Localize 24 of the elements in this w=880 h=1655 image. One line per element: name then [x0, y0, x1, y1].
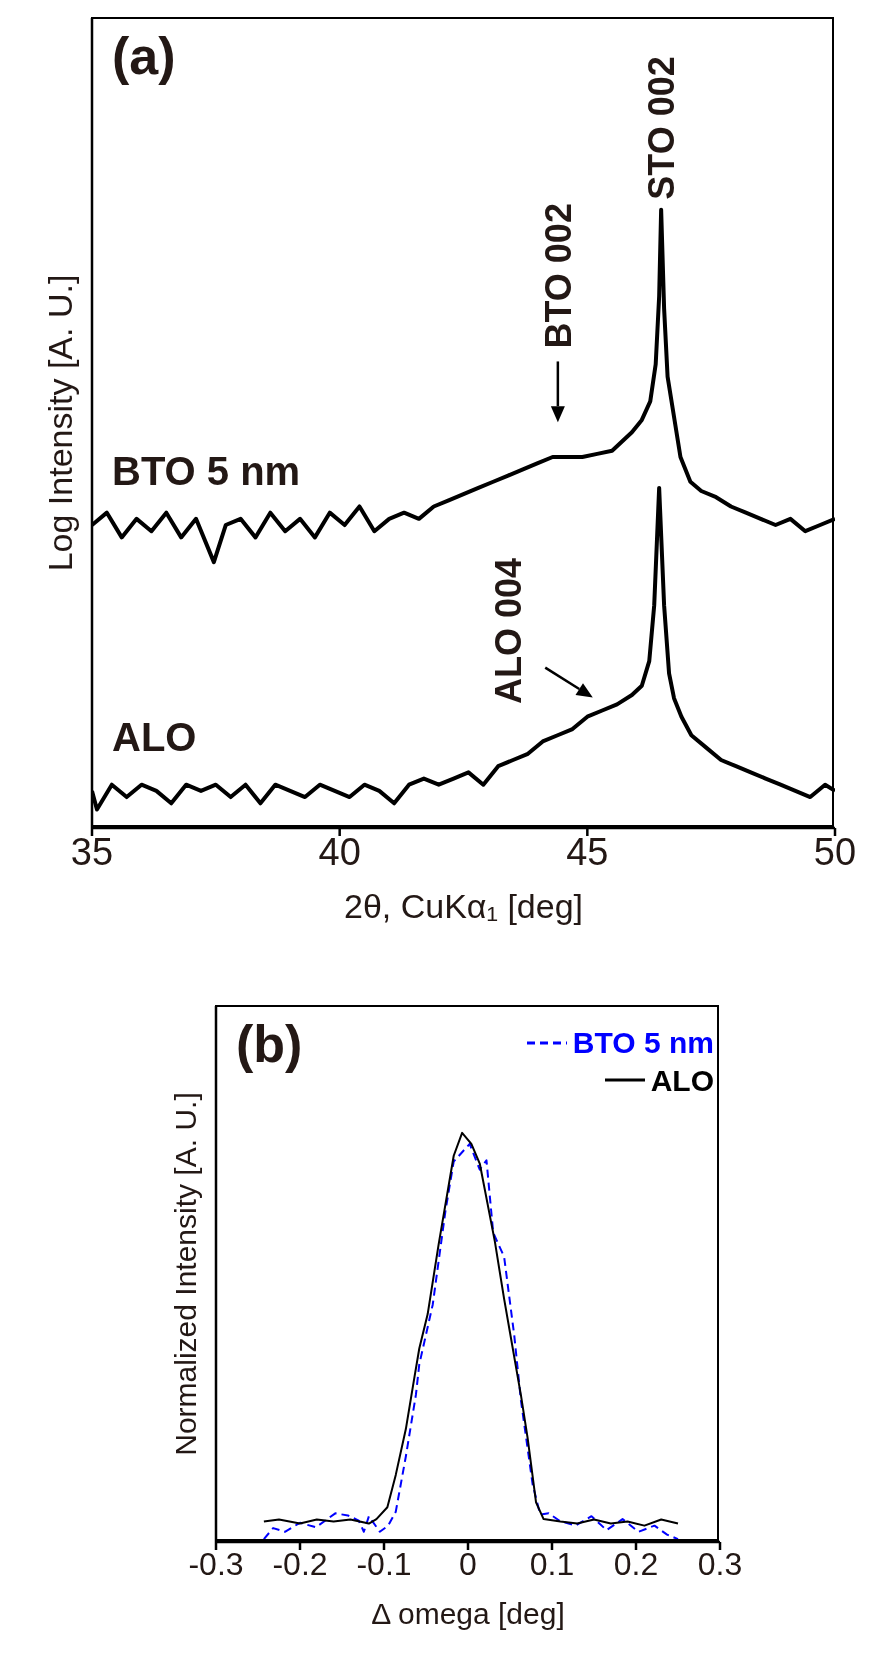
- y-axis-title: Normalized Intensity [A. U.]: [169, 1092, 202, 1456]
- x-tick-label: -0.2: [272, 1545, 328, 1582]
- x-tick-label: 35: [70, 830, 114, 873]
- text: (a): [112, 27, 176, 85]
- x-axis-title: 2θ, CuKα₁ [deg]: [343, 887, 584, 925]
- series-label: BTO 5 nm: [112, 449, 301, 494]
- series-label: ALO: [112, 714, 197, 759]
- text: (b): [236, 1015, 303, 1073]
- annotation: ALO 004: [488, 558, 530, 705]
- x-tick-label: -0.3: [188, 1545, 244, 1582]
- x-tick-label: -0.1: [356, 1545, 412, 1582]
- x-axis-title: Δ omega [deg]: [371, 1597, 565, 1630]
- annotation: STO 002: [641, 56, 683, 200]
- annotation: BTO 002: [537, 203, 579, 349]
- x-tick-label: 0: [459, 1545, 477, 1582]
- legend-label: BTO 5 nm: [572, 1025, 714, 1061]
- legend-label: ALO: [650, 1062, 714, 1099]
- x-tick-label: 50: [813, 830, 857, 873]
- x-tick-label: 0.3: [697, 1545, 743, 1582]
- x-tick-label: 40: [318, 830, 361, 873]
- x-tick-label: 0.2: [613, 1545, 659, 1582]
- x-tick-label: 0.1: [529, 1545, 575, 1582]
- x-tick-label: 45: [566, 830, 609, 873]
- y-axis-title: Log Intensity [A. U.]: [41, 274, 79, 572]
